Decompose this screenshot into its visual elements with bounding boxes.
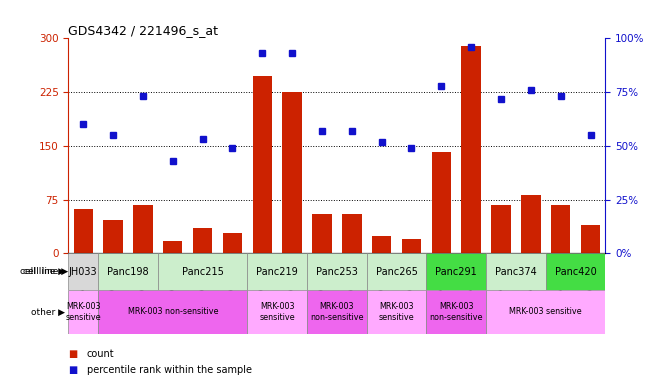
Text: Panc374: Panc374 xyxy=(495,266,537,277)
Bar xyxy=(521,195,540,253)
Text: MRK-003 non-sensitive: MRK-003 non-sensitive xyxy=(128,308,218,316)
Text: JH033: JH033 xyxy=(69,266,98,277)
Bar xyxy=(98,290,247,334)
Bar xyxy=(342,214,361,253)
Bar xyxy=(98,253,158,290)
Bar xyxy=(193,228,212,253)
Text: count: count xyxy=(87,349,114,359)
Text: Panc253: Panc253 xyxy=(316,266,358,277)
Text: other ▶: other ▶ xyxy=(31,308,65,316)
Text: MRK-003
non-sensitive: MRK-003 non-sensitive xyxy=(430,302,483,322)
Bar xyxy=(307,290,367,334)
Bar xyxy=(372,235,391,253)
Bar xyxy=(312,214,331,253)
Bar xyxy=(253,76,272,253)
Text: Panc215: Panc215 xyxy=(182,266,223,277)
Text: Panc420: Panc420 xyxy=(555,266,596,277)
Bar xyxy=(283,92,302,253)
Text: MRK-003
sensitive: MRK-003 sensitive xyxy=(66,302,101,322)
Text: MRK-003
sensitive: MRK-003 sensitive xyxy=(379,302,415,322)
Bar xyxy=(104,220,123,253)
Bar xyxy=(223,233,242,253)
Bar xyxy=(74,209,93,253)
Bar xyxy=(486,253,546,290)
Text: cell line ▶: cell line ▶ xyxy=(20,267,65,276)
Bar xyxy=(581,225,600,253)
Text: Panc265: Panc265 xyxy=(376,266,417,277)
Bar xyxy=(307,253,367,290)
Bar xyxy=(133,205,152,253)
Text: MRK-003 sensitive: MRK-003 sensitive xyxy=(510,308,582,316)
Text: MRK-003
non-sensitive: MRK-003 non-sensitive xyxy=(310,302,364,322)
Text: Panc291: Panc291 xyxy=(436,266,477,277)
Bar xyxy=(486,290,605,334)
Text: Panc219: Panc219 xyxy=(256,266,298,277)
Text: cell line ▶: cell line ▶ xyxy=(23,267,68,276)
Bar xyxy=(158,253,247,290)
Bar xyxy=(402,239,421,253)
Text: GDS4342 / 221496_s_at: GDS4342 / 221496_s_at xyxy=(68,24,218,37)
Bar xyxy=(68,290,98,334)
Text: MRK-003
sensitive: MRK-003 sensitive xyxy=(259,302,295,322)
Bar xyxy=(462,46,481,253)
Bar xyxy=(546,253,605,290)
Text: percentile rank within the sample: percentile rank within the sample xyxy=(87,365,251,375)
Bar xyxy=(551,205,570,253)
Bar xyxy=(492,205,510,253)
Bar xyxy=(163,240,182,253)
Bar xyxy=(68,253,98,290)
Bar xyxy=(367,253,426,290)
Bar xyxy=(426,253,486,290)
Bar xyxy=(432,152,451,253)
Bar xyxy=(426,290,486,334)
Text: ■: ■ xyxy=(68,365,77,375)
Bar xyxy=(247,290,307,334)
Bar xyxy=(247,253,307,290)
Text: ■: ■ xyxy=(68,349,77,359)
Text: Panc198: Panc198 xyxy=(107,266,149,277)
Bar xyxy=(367,290,426,334)
